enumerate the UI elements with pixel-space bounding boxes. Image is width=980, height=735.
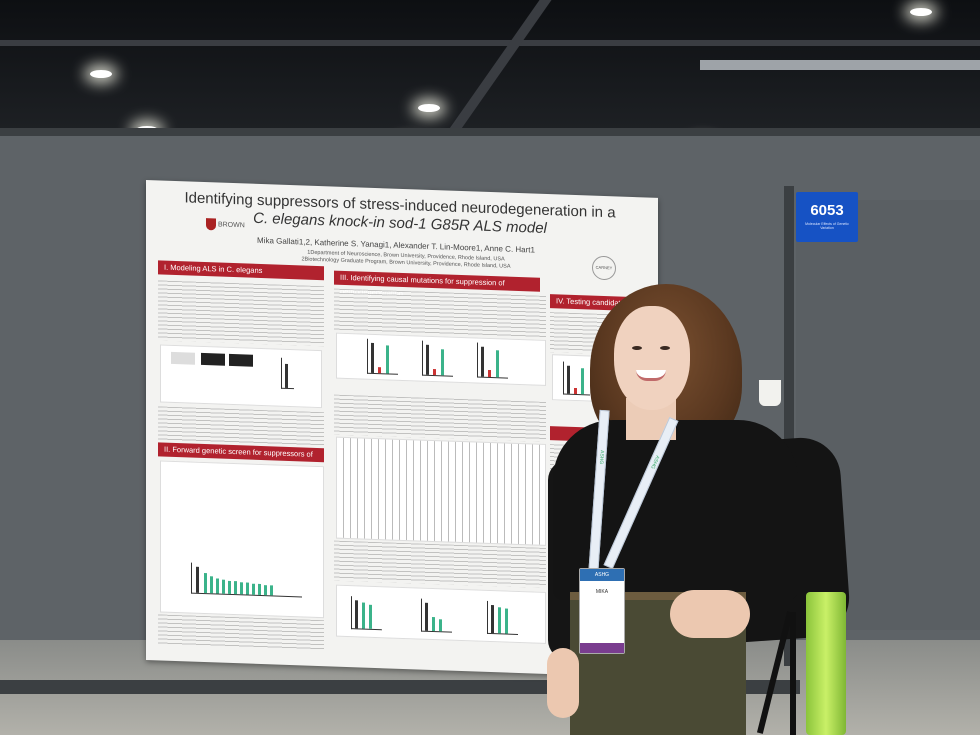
panel-frame [0,128,980,136]
booth-number: 6053 [810,202,844,219]
section-heading-3: III. Identifying causal mutations for su… [334,270,540,298]
name-badge: ASHG MIKA [579,568,625,654]
badge-name: MIKA [595,589,609,595]
panel-frame [784,186,794,666]
figure-panel [336,436,546,546]
tripod-leg [790,612,796,735]
section-text [158,614,324,651]
paper-cup [759,380,781,406]
section-text [334,540,546,588]
badge-header: ASHG [580,569,624,581]
presenter-hand [670,590,750,638]
presenter-hand [547,648,579,718]
institute-logo: CARNEY [592,255,616,281]
badge-stripe [580,643,624,653]
poster-title: Identifying suppressors of stress-induce… [180,189,620,240]
section-text [334,394,546,442]
ceiling-light [910,8,932,16]
figure-panel [160,460,324,619]
booth-topic: Molecular Effects of Genetic Variation [805,222,849,230]
section-text [158,280,324,347]
ceiling-beam [0,40,980,46]
figure-panel [336,584,546,644]
ceiling-beam [700,60,980,70]
ceiling-light [418,104,440,112]
booth-number-sign: 6053 Molecular Effects of Genetic Variat… [796,192,858,242]
ceiling-light [90,70,112,78]
figure-panel [336,332,546,386]
figure-panel [160,344,322,409]
university-logo: BROWN [206,218,245,231]
presenter-face [614,306,690,410]
section-text [334,288,546,338]
shield-icon [206,218,216,231]
section-text [158,406,324,447]
green-pole [806,592,846,735]
